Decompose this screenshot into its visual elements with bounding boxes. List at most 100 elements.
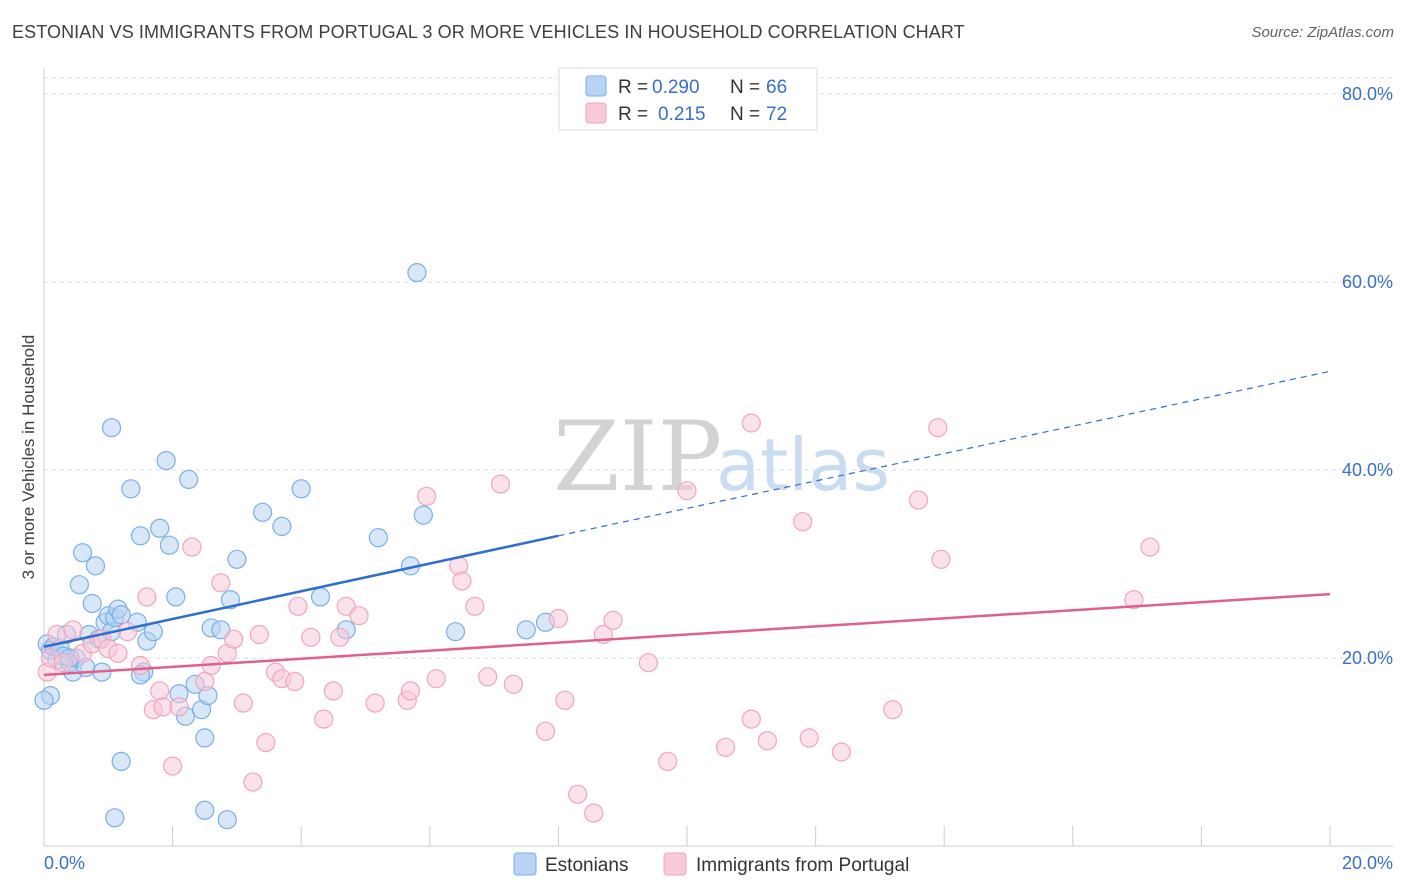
estonians-point [291, 479, 311, 499]
trend-lines [43, 370, 1331, 677]
legend-n-label-1: N = [730, 77, 760, 98]
portugal-point [63, 620, 83, 640]
y-tick-label: 20.0% [1342, 648, 1393, 668]
estonians-point [150, 518, 170, 538]
x-tick-labels: 0.0% 20.0% [44, 853, 1393, 873]
portugal-point [793, 512, 813, 532]
estonians-point [34, 690, 54, 710]
bottom-legend-label-estonians: Estonians [545, 855, 628, 876]
estonians-point [166, 587, 186, 607]
portugal-point [365, 693, 385, 713]
chart-title: ESTONIAN VS IMMIGRANTS FROM PORTUGAL 3 O… [12, 22, 965, 42]
bottom-legend: Estonians Immigrants from Portugal [513, 852, 909, 876]
portugal-point [288, 596, 308, 616]
estonians-point [69, 575, 89, 595]
estonians-point [211, 620, 231, 640]
portugal-point [757, 731, 777, 751]
estonians-point [253, 502, 273, 522]
y-tick-label: 40.0% [1342, 460, 1393, 480]
estonians-point [179, 469, 199, 489]
y-tick-labels: 20.0% 40.0% 60.0% 80.0% [1342, 84, 1393, 668]
estonians-point [445, 622, 466, 642]
estonians-point [72, 543, 93, 563]
series-points [34, 263, 1160, 830]
estonians-point [111, 605, 131, 625]
portugal-point [224, 629, 244, 649]
legend-r-label-1: R = [618, 77, 648, 98]
portugal-point [908, 490, 929, 510]
portugal-point [478, 667, 498, 687]
legend-r-value-1: 0.290 [652, 77, 700, 98]
portugal-point [741, 413, 761, 433]
bottom-legend-swatch-portugal [663, 852, 687, 876]
y-axis-label: 3 or more Vehicles in Household [19, 335, 38, 580]
portugal-point [108, 643, 128, 663]
portugal-point [169, 697, 189, 717]
estonians-point [195, 728, 215, 748]
estonians-point [217, 810, 237, 830]
portugal-point [928, 418, 948, 438]
portugal-point [285, 671, 305, 692]
estonians-point [159, 535, 179, 555]
bottom-legend-swatch-estonians [513, 852, 537, 876]
estonians-point [85, 556, 106, 576]
portugal-point [584, 803, 604, 823]
portugal-point [568, 784, 588, 804]
portugal-point [548, 608, 569, 629]
estonians-point [368, 528, 388, 548]
estonians-point [516, 620, 536, 640]
portugal-point [741, 709, 761, 729]
portugal-point [211, 573, 231, 593]
source-label: Source: ZipAtlas.com [1251, 24, 1394, 41]
legend-n-value-2: 72 [766, 104, 787, 125]
portugal-point [658, 751, 678, 772]
legend-n-label-2: N = [730, 104, 760, 125]
portugal-point [883, 700, 903, 720]
estonians-trend-line [43, 534, 559, 648]
portugal-point [638, 653, 659, 673]
portugal-point [535, 721, 556, 741]
portugal-point [416, 486, 437, 506]
x-tick-label-min: 0.0% [44, 853, 85, 873]
portugal-point [243, 772, 263, 792]
portugal-point [47, 624, 67, 645]
legend: R = 0.290 N = 66 R = 0.215 N = 72 [558, 67, 818, 131]
gridlines [44, 77, 1393, 659]
estonians-point [195, 800, 215, 820]
portugal-point [195, 671, 215, 692]
portugal-point [400, 681, 421, 701]
portugal-point [452, 571, 472, 591]
portugal-point [233, 693, 253, 713]
portugal-point [1124, 590, 1144, 610]
portugal-point [931, 549, 951, 569]
estonians-point [111, 751, 131, 772]
estonians-point [121, 479, 141, 499]
portugal-point [1140, 537, 1160, 557]
legend-r-label-2: R = [618, 104, 648, 125]
portugal-point [831, 742, 851, 762]
portugal-point [799, 728, 819, 748]
portugal-point [603, 610, 623, 631]
portugal-point [715, 737, 736, 757]
portugal-point [301, 627, 321, 647]
x-tick-label-max: 20.0% [1342, 853, 1393, 873]
legend-n-value-1: 66 [766, 77, 787, 98]
portugal-point [677, 481, 697, 501]
estonians-point [227, 549, 247, 569]
legend-swatch-estonians [585, 75, 607, 97]
bottom-legend-label-portugal: Immigrants from Portugal [696, 855, 909, 876]
estonians-point [105, 808, 125, 828]
portugal-point [130, 655, 151, 676]
portugal-point [314, 709, 334, 729]
estonians-point [220, 590, 241, 610]
legend-swatch-portugal [585, 102, 607, 124]
estonians-point [82, 593, 102, 614]
portugal-point [53, 653, 73, 673]
estonians-point [130, 526, 151, 546]
y-tick-label: 60.0% [1342, 272, 1393, 292]
portugal-point [150, 681, 170, 701]
estonians-point [156, 451, 176, 471]
portugal-point [465, 596, 485, 616]
estonians-point [407, 263, 427, 283]
estonians-point [101, 418, 122, 438]
